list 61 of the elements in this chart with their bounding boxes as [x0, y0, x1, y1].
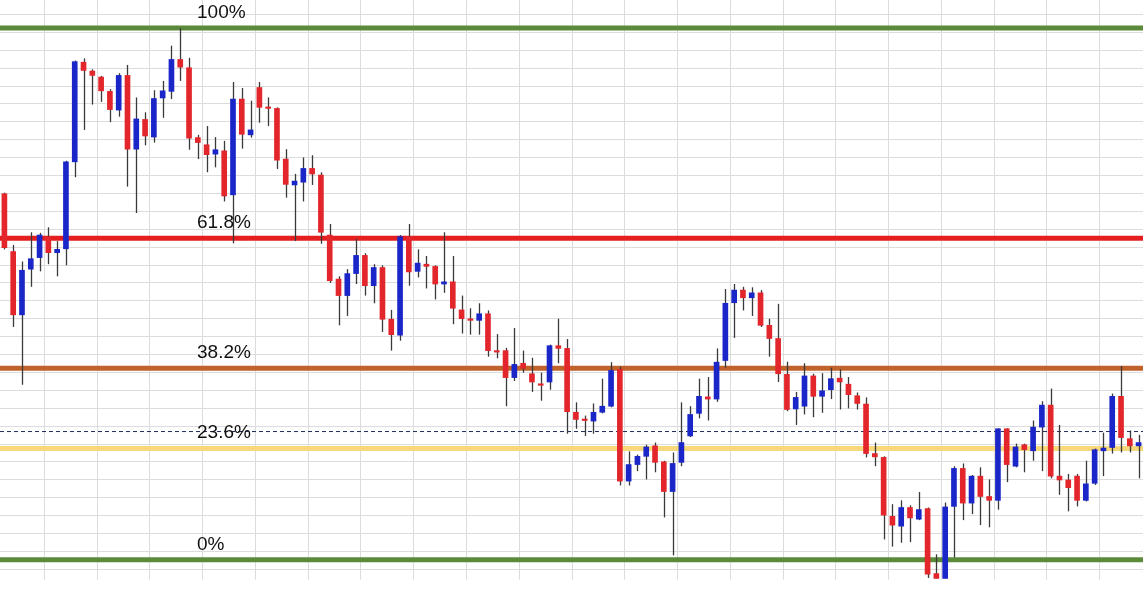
candlestick — [643, 444, 650, 481]
candlestick — [828, 367, 834, 400]
candlestick — [537, 371, 544, 402]
candlestick — [309, 154, 315, 186]
candlestick — [898, 499, 905, 544]
candlestick — [300, 156, 307, 203]
candlestick — [353, 238, 359, 285]
candlestick — [748, 286, 755, 317]
candlestick — [573, 401, 579, 430]
candlestick — [265, 96, 271, 127]
candlestick — [872, 441, 878, 467]
candlestick — [142, 111, 148, 146]
candlestick — [599, 378, 606, 415]
candlestick — [652, 441, 658, 473]
candlestick — [1135, 434, 1142, 479]
candlestick — [915, 491, 922, 521]
candlestick — [986, 478, 992, 528]
candlestick — [1083, 460, 1089, 503]
candlestick — [581, 414, 588, 437]
candlestick — [740, 286, 746, 312]
ref-line-label: 100% — [197, 0, 246, 22]
candlestick — [1126, 429, 1133, 454]
candlestick — [907, 504, 913, 543]
candlestick — [731, 283, 737, 339]
candlestick — [388, 309, 395, 352]
candlestick — [89, 68, 96, 106]
candlestick — [529, 357, 535, 393]
ref-line-label: 23.6% — [197, 421, 251, 443]
candlestick — [1021, 442, 1028, 473]
candlestick — [107, 88, 113, 123]
candlestick — [256, 81, 263, 124]
candlestick — [177, 27, 184, 82]
candlestick — [555, 318, 562, 364]
candlestick — [933, 553, 940, 580]
candlestick — [423, 255, 430, 290]
ref-line-label: 38.2% — [197, 340, 251, 362]
candlestick — [27, 231, 34, 288]
candlestick — [414, 248, 421, 279]
candlestick — [687, 405, 694, 438]
candlestick — [819, 372, 825, 414]
candlestick — [678, 401, 685, 467]
candlestick — [441, 231, 447, 294]
candlestick — [476, 302, 483, 336]
candlestick — [54, 240, 60, 277]
candlestick — [810, 373, 817, 418]
candlestick — [344, 268, 351, 317]
ref-line-label: 0% — [197, 532, 225, 554]
candlestick — [370, 263, 377, 304]
candlestick — [203, 125, 210, 173]
candlestick — [98, 75, 104, 103]
candlestick — [792, 391, 799, 426]
candlestick — [766, 318, 773, 358]
candlestick — [80, 57, 87, 131]
candlestick — [493, 333, 500, 359]
candlestick — [195, 134, 201, 160]
candlestick — [1065, 473, 1072, 512]
candlestick — [520, 349, 526, 374]
candlestick — [159, 80, 166, 119]
candlestick — [432, 264, 439, 301]
candlestick — [1039, 400, 1045, 472]
candlestick — [696, 378, 702, 419]
